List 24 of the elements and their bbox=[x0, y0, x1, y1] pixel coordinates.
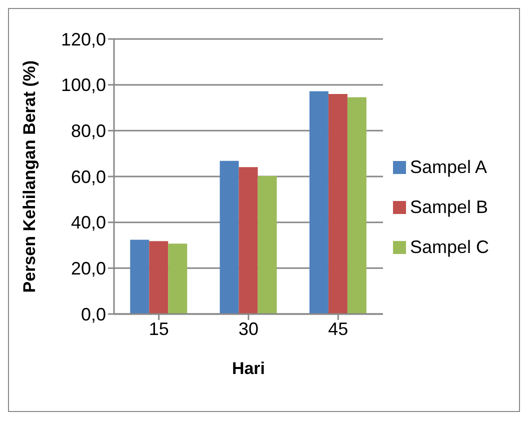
legend-label: Sampel C bbox=[410, 236, 489, 256]
bar bbox=[309, 91, 328, 314]
bar bbox=[149, 241, 168, 314]
x-tick-label: 45 bbox=[328, 318, 348, 339]
bar bbox=[347, 97, 366, 314]
bar bbox=[238, 167, 258, 314]
y-tick-label: 20,0 bbox=[70, 258, 106, 279]
y-tick-label: 100,0 bbox=[60, 75, 106, 96]
y-tick-label: 60,0 bbox=[70, 166, 106, 187]
bar bbox=[220, 160, 239, 314]
y-tick-label: 0,0 bbox=[80, 304, 106, 324]
x-axis-title: Hari bbox=[232, 359, 266, 378]
bar bbox=[258, 176, 277, 314]
bar bbox=[328, 94, 348, 314]
y-tick-label: 40,0 bbox=[70, 212, 106, 233]
legend-label: Sampel A bbox=[410, 156, 488, 176]
x-tick-label: 15 bbox=[148, 318, 169, 339]
x-tick-label: 30 bbox=[238, 318, 258, 339]
y-tick-label: 120,0 bbox=[60, 29, 106, 50]
bar bbox=[130, 240, 150, 314]
y-axis-title: Persen Kehilangan Berat (%) bbox=[20, 60, 40, 293]
legend-label: Sampel B bbox=[410, 196, 488, 216]
y-tick-label: 80,0 bbox=[70, 121, 106, 142]
bar bbox=[168, 244, 188, 314]
